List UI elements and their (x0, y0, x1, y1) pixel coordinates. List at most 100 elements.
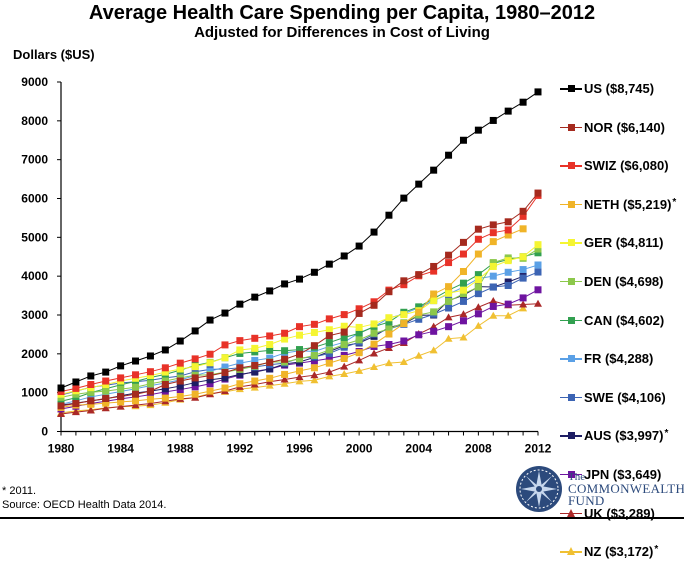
data-point-uk (340, 362, 349, 370)
legend-swatch (560, 158, 582, 174)
data-point-swe (534, 268, 542, 276)
data-point-swiz (310, 320, 318, 328)
legend-item-jpn: JPN ($3,649) (560, 467, 676, 506)
data-point-uk (534, 299, 542, 307)
data-point-nor (132, 390, 140, 398)
data-point-uk (295, 373, 304, 381)
data-point-uk (474, 303, 483, 311)
legend-marker (568, 470, 575, 478)
data-point-can (281, 347, 289, 355)
data-point-neth (445, 283, 453, 291)
data-point-nor (385, 288, 393, 296)
data-point-den (340, 341, 348, 349)
y-tick-label: 5000 (21, 230, 48, 244)
data-point-us (445, 151, 453, 159)
data-point-neth (206, 387, 214, 395)
data-point-den (87, 388, 95, 396)
y-tick-label: 2000 (21, 347, 48, 361)
data-point-nor (87, 397, 95, 405)
data-point-ger (445, 289, 453, 297)
data-point-neth (176, 393, 184, 401)
x-tick-label: 1988 (167, 442, 194, 456)
data-point-nz (280, 379, 289, 387)
data-point-swiz (489, 229, 497, 237)
data-point-nor (370, 301, 378, 309)
data-point-nz (504, 311, 513, 319)
data-point-ger (355, 323, 363, 331)
data-point-nor (251, 361, 259, 369)
legend-item-fr: FR ($4,288) (560, 351, 676, 390)
legend-asterisk: * (664, 428, 669, 440)
data-point-uk (355, 356, 364, 364)
legend-label: NOR ($6,140) (584, 119, 665, 135)
data-point-den (310, 351, 318, 359)
data-point-nor (191, 374, 199, 382)
data-point-den (445, 297, 453, 305)
data-point-aus (221, 374, 229, 382)
data-point-nor (415, 271, 423, 279)
data-point-us (72, 378, 80, 386)
data-point-swiz (146, 368, 154, 376)
data-point-ger (459, 286, 467, 294)
data-point-neth (266, 374, 274, 382)
data-point-neth (236, 380, 244, 388)
data-point-nz (265, 381, 274, 389)
legend-label: UK ($3,289) (584, 505, 655, 521)
x-tick-label: 2004 (405, 442, 432, 456)
data-point-uk (519, 300, 528, 308)
data-point-us (474, 126, 482, 134)
data-point-neth (325, 359, 333, 367)
legend: US ($8,745) NOR ($6,140) SWIZ ($6,080) NETH… (560, 81, 676, 583)
legend-label: FR ($4,288) (584, 351, 654, 367)
data-point-neth (415, 308, 423, 316)
data-point-den (296, 355, 303, 363)
legend-marker (568, 85, 575, 92)
data-point-swe (415, 315, 423, 323)
data-point-nor (117, 393, 125, 401)
data-point-swiz (430, 267, 438, 275)
data-point-den (370, 329, 378, 337)
data-point-swiz (355, 305, 363, 313)
data-point-swe (474, 290, 482, 298)
data-point-nz (429, 346, 438, 354)
data-point-swiz (221, 341, 229, 349)
data-point-can (117, 381, 125, 389)
data-point-uk (325, 368, 334, 376)
data-point-swiz (445, 259, 453, 267)
data-point-fr (251, 356, 259, 364)
legend-swatch (560, 120, 582, 136)
data-point-uk (370, 349, 379, 357)
source-note: Source: OECD Health Data 2014. (2, 499, 167, 511)
legend-item-us: US ($8,745) (560, 81, 676, 120)
data-point-ger (266, 341, 274, 349)
data-point-ger (534, 241, 542, 249)
data-point-ger (236, 346, 244, 354)
legend-marker (568, 123, 575, 131)
data-point-nz (355, 366, 364, 374)
data-point-jpn (206, 380, 214, 388)
y-tick-label: 9000 (21, 75, 48, 89)
legend-item-nz: NZ ($3,172) * (560, 544, 676, 583)
data-point-nor (355, 309, 363, 317)
x-tick-label: 2012 (525, 442, 552, 456)
legend-label: GER ($4,811) (584, 235, 664, 251)
data-point-can (474, 271, 482, 279)
legend-swatch (560, 506, 582, 522)
data-point-swe (445, 304, 453, 312)
data-point-us (132, 357, 140, 365)
data-point-nor (206, 372, 214, 380)
data-point-nz (519, 304, 528, 312)
data-point-swiz (400, 281, 408, 289)
data-point-fr (310, 348, 318, 356)
data-point-neth (400, 320, 408, 328)
data-point-swiz (340, 311, 348, 319)
data-point-neth (117, 398, 125, 406)
data-point-us (146, 352, 154, 360)
legend-label: CAN ($4,602) (584, 312, 665, 328)
data-point-swiz (504, 226, 512, 234)
y-tick-label: 4000 (21, 269, 48, 283)
data-point-swiz (519, 212, 527, 220)
data-point-us (340, 252, 348, 260)
y-tick-label: 0 (41, 425, 48, 439)
data-point-nor (296, 350, 303, 358)
